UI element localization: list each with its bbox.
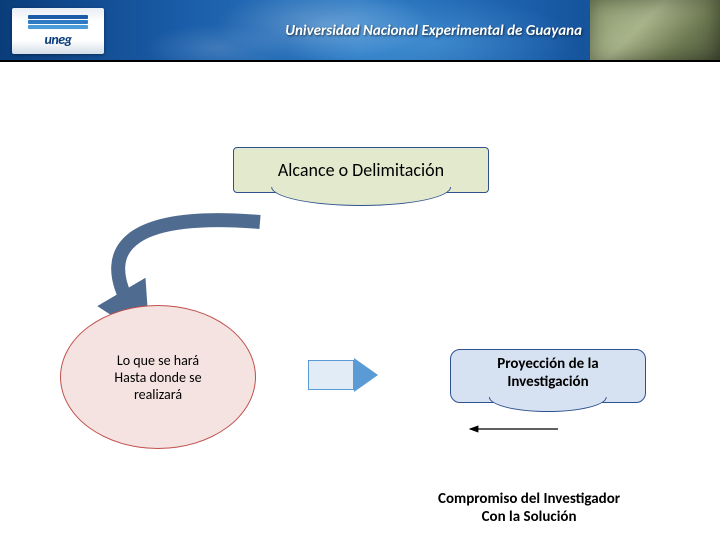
back-arrow [0, 62, 720, 540]
footer-line2: Con la Solución [438, 508, 620, 526]
logo: uneg [12, 8, 104, 54]
footer-text: Compromiso del Investigador Con la Soluc… [438, 490, 620, 526]
logo-stripe-2 [28, 20, 88, 24]
logo-text: uneg [44, 31, 71, 48]
logo-stripes [28, 15, 88, 29]
diagram-canvas: Alcance o Delimitación Lo que se hará Ha… [0, 62, 720, 540]
footer-line1: Compromiso del Investigador [438, 490, 620, 508]
header-banner: uneg Universidad Nacional Experimental d… [0, 0, 720, 62]
university-name: Universidad Nacional Experimental de Gua… [285, 22, 582, 40]
banner-photo [590, 0, 720, 62]
logo-stripe-3 [28, 25, 88, 29]
logo-stripe-1 [28, 15, 88, 19]
